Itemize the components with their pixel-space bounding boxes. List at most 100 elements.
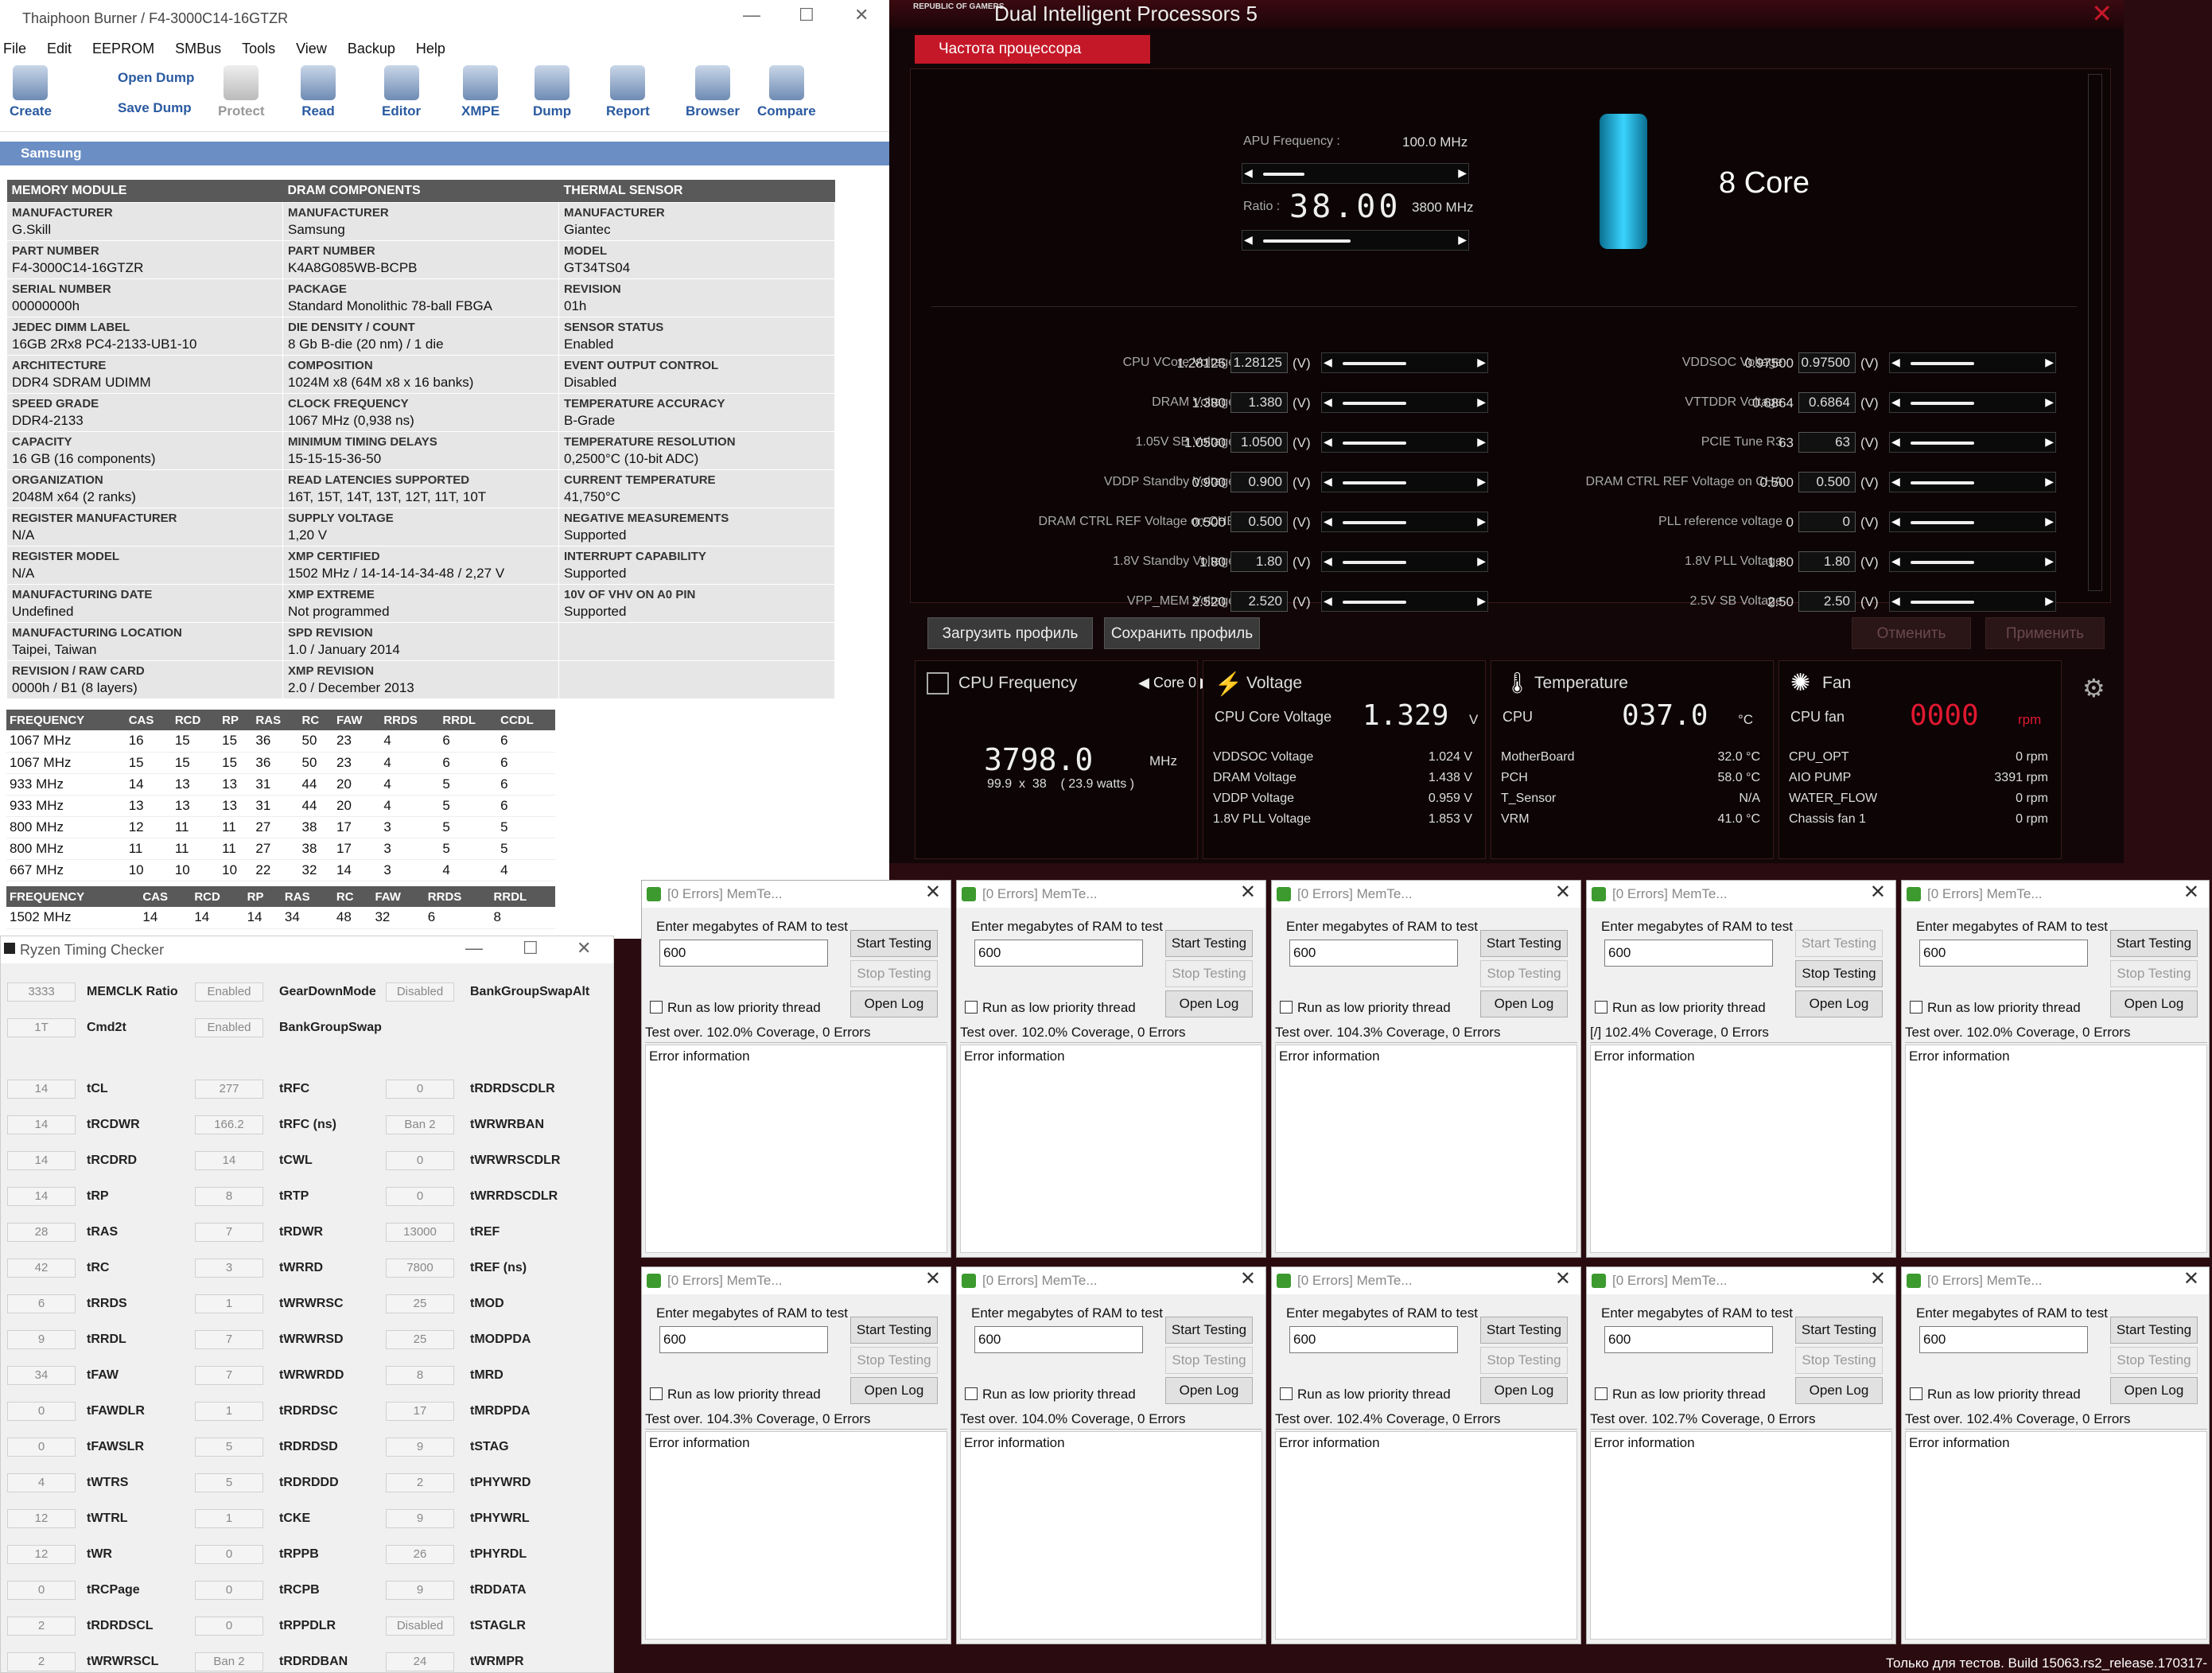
start-testing-button[interactable]: Start Testing bbox=[2110, 1317, 2198, 1344]
start-testing-button[interactable]: Start Testing bbox=[1165, 930, 1253, 957]
low-priority-checkbox[interactable]: Run as low priority thread bbox=[1910, 1387, 2081, 1403]
minimize-button[interactable]: — bbox=[743, 5, 760, 25]
checkbox-box[interactable] bbox=[1280, 1387, 1293, 1400]
menu-edit[interactable]: Edit bbox=[47, 41, 72, 56]
close-button[interactable]: ✕ bbox=[2183, 881, 2199, 903]
stop-testing-button[interactable]: Stop Testing bbox=[2110, 1347, 2198, 1374]
start-testing-button[interactable]: Start Testing bbox=[1795, 1317, 1883, 1344]
xmpe-button[interactable]: XMPE bbox=[461, 65, 500, 119]
stop-testing-button[interactable]: Stop Testing bbox=[850, 960, 938, 987]
close-button[interactable]: ✕ bbox=[1554, 881, 1571, 903]
close-button[interactable]: ✕ bbox=[577, 938, 592, 958]
voltage-slider[interactable] bbox=[1321, 472, 1488, 492]
voltage-input[interactable]: 1.80 bbox=[1230, 551, 1288, 572]
voltage-slider[interactable] bbox=[1889, 472, 2056, 492]
start-testing-button[interactable]: Start Testing bbox=[1165, 1317, 1253, 1344]
open-log-button[interactable]: Open Log bbox=[1165, 1377, 1253, 1404]
voltage-slider[interactable] bbox=[1889, 512, 2056, 532]
voltage-input[interactable]: 0.97500 bbox=[1798, 352, 1856, 373]
start-testing-button[interactable]: Start Testing bbox=[850, 930, 938, 957]
report-button[interactable]: Report bbox=[606, 65, 650, 119]
voltage-input[interactable]: 1.80 bbox=[1798, 551, 1856, 572]
create-button[interactable]: Create bbox=[10, 65, 52, 119]
checkbox-box[interactable] bbox=[650, 1387, 663, 1400]
apply-button[interactable]: Применить bbox=[1985, 617, 2105, 649]
ram-amount-input[interactable]: 600 bbox=[1919, 940, 2088, 967]
menu-view[interactable]: View bbox=[296, 41, 327, 56]
voltage-slider[interactable] bbox=[1889, 432, 2056, 453]
voltage-slider[interactable] bbox=[1321, 512, 1488, 532]
start-testing-button[interactable]: Start Testing bbox=[1480, 1317, 1568, 1344]
editor-button[interactable]: Editor bbox=[382, 65, 421, 119]
voltage-slider[interactable] bbox=[1321, 432, 1488, 453]
close-button[interactable]: ✕ bbox=[1869, 881, 1886, 903]
browser-button[interactable]: Browser bbox=[686, 65, 740, 119]
menu-eeprom[interactable]: EEPROM bbox=[92, 41, 155, 56]
open-log-button[interactable]: Open Log bbox=[1795, 990, 1883, 1017]
maximize-button[interactable]: ☐ bbox=[799, 5, 814, 25]
checkbox-box[interactable] bbox=[650, 1001, 663, 1014]
open-log-button[interactable]: Open Log bbox=[1480, 990, 1568, 1017]
ratio-slider[interactable] bbox=[1242, 230, 1469, 251]
open-log-button[interactable]: Open Log bbox=[850, 1377, 938, 1404]
group-header[interactable]: Samsung bbox=[0, 142, 889, 165]
low-priority-checkbox[interactable]: Run as low priority thread bbox=[1595, 1387, 1766, 1403]
close-button[interactable]: ✕ bbox=[924, 1268, 941, 1290]
maximize-button[interactable]: ☐ bbox=[523, 938, 538, 958]
close-button[interactable]: ✕ bbox=[854, 5, 869, 25]
menu-file[interactable]: File bbox=[3, 41, 27, 56]
voltage-input[interactable]: 0 bbox=[1798, 512, 1856, 532]
read-button[interactable]: Read bbox=[301, 65, 336, 119]
apu-frequency-slider[interactable] bbox=[1242, 163, 1469, 184]
close-button[interactable]: ✕ bbox=[1239, 881, 1256, 903]
voltage-input[interactable]: 63 bbox=[1798, 432, 1856, 453]
low-priority-checkbox[interactable]: Run as low priority thread bbox=[965, 1387, 1136, 1403]
voltage-input[interactable]: 1.28125 bbox=[1230, 352, 1288, 373]
voltage-input[interactable]: 2.520 bbox=[1230, 591, 1288, 612]
voltage-input[interactable]: 0.500 bbox=[1230, 512, 1288, 532]
compare-button[interactable]: Compare bbox=[757, 65, 816, 119]
voltage-slider[interactable] bbox=[1321, 551, 1488, 572]
checkbox-box[interactable] bbox=[1595, 1387, 1607, 1400]
voltage-input[interactable]: 1.380 bbox=[1230, 392, 1288, 413]
dump-button[interactable]: Dump bbox=[533, 65, 571, 119]
menu-backup[interactable]: Backup bbox=[347, 41, 395, 56]
voltage-slider[interactable] bbox=[1889, 352, 2056, 373]
voltage-slider[interactable] bbox=[1321, 392, 1488, 413]
start-testing-button[interactable]: Start Testing bbox=[2110, 930, 2198, 957]
close-button[interactable]: ✕ bbox=[1554, 1268, 1571, 1290]
open-log-button[interactable]: Open Log bbox=[2110, 1377, 2198, 1404]
low-priority-checkbox[interactable]: Run as low priority thread bbox=[965, 1000, 1136, 1016]
voltage-slider[interactable] bbox=[1321, 591, 1488, 612]
voltage-input[interactable]: 0.6864 bbox=[1798, 392, 1856, 413]
low-priority-checkbox[interactable]: Run as low priority thread bbox=[1280, 1000, 1451, 1016]
ram-amount-input[interactable]: 600 bbox=[1604, 940, 1773, 967]
voltage-input[interactable]: 0.500 bbox=[1798, 472, 1856, 492]
low-priority-checkbox[interactable]: Run as low priority thread bbox=[650, 1387, 821, 1403]
ram-amount-input[interactable]: 600 bbox=[974, 940, 1143, 967]
stop-testing-button[interactable]: Stop Testing bbox=[1795, 1347, 1883, 1374]
save-dump-button[interactable]: Save Dump bbox=[83, 100, 192, 116]
stop-testing-button[interactable]: Stop Testing bbox=[1795, 960, 1883, 987]
voltage-slider[interactable] bbox=[1889, 591, 2056, 612]
voltage-slider[interactable] bbox=[1889, 551, 2056, 572]
stop-testing-button[interactable]: Stop Testing bbox=[1165, 960, 1253, 987]
open-dump-button[interactable]: Open Dump bbox=[83, 70, 194, 86]
save-profile-button[interactable]: Сохранить профиль bbox=[1104, 617, 1260, 649]
checkbox-box[interactable] bbox=[1910, 1387, 1922, 1400]
open-log-button[interactable]: Open Log bbox=[2110, 990, 2198, 1017]
menu-tools[interactable]: Tools bbox=[242, 41, 276, 56]
minimize-button[interactable]: — bbox=[465, 938, 483, 958]
start-testing-button[interactable]: Start Testing bbox=[1795, 930, 1883, 957]
ram-amount-input[interactable]: 600 bbox=[1919, 1326, 2088, 1353]
stop-testing-button[interactable]: Stop Testing bbox=[2110, 960, 2198, 987]
open-log-button[interactable]: Open Log bbox=[1795, 1377, 1883, 1404]
low-priority-checkbox[interactable]: Run as low priority thread bbox=[650, 1000, 821, 1016]
voltage-slider[interactable] bbox=[1889, 392, 2056, 413]
close-button[interactable]: ✕ bbox=[1239, 1268, 1256, 1290]
ram-amount-input[interactable]: 600 bbox=[974, 1326, 1143, 1353]
close-icon[interactable]: ✕ bbox=[2091, 0, 2113, 28]
menu-help[interactable]: Help bbox=[415, 41, 445, 56]
checkbox-box[interactable] bbox=[965, 1387, 978, 1400]
low-priority-checkbox[interactable]: Run as low priority thread bbox=[1595, 1000, 1766, 1016]
